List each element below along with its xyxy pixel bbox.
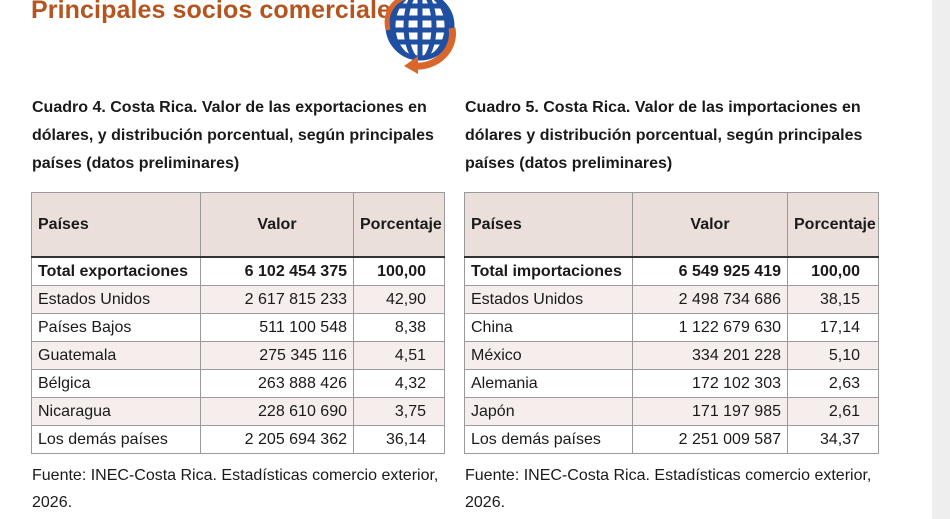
exports-caption: Cuadro 4. Costa Rica. Valor de las expor… [32,99,434,172]
column-header-value: Valor [632,192,788,258]
column-header-countries: Países [464,192,633,258]
column-header-percent: Porcentaje [787,192,879,258]
row-country: Países Bajos [31,313,201,342]
row-value: 2 498 734 686 [632,285,788,314]
row-percent: 8,38 [353,313,445,342]
table-row: China 1 122 679 630 17,14 [464,313,879,342]
table-row: Los demás países 2 205 694 362 36,14 [31,425,445,454]
row-value: 6 549 925 419 [632,256,788,286]
table-row: Guatemala 275 345 116 4,51 [31,341,445,370]
total-row: Total exportaciones 6 102 454 375 100,00 [31,256,445,286]
row-percent: 4,51 [353,341,445,370]
column-header-value: Valor [200,192,354,258]
row-value: 275 345 116 [200,341,354,370]
page-title: Principales socios comerciales [31,0,406,24]
imports-source-note: Fuente: INEC-Costa Rica. Estadísticas co… [465,467,872,511]
exports-table: Países Valor Porcentaje Total exportacio… [31,192,445,454]
row-value: 1 122 679 630 [632,313,788,342]
table-row: Japón 171 197 985 2,61 [464,397,879,426]
row-value: 171 197 985 [632,397,788,426]
row-percent: 34,37 [787,425,879,454]
row-percent: 100,00 [787,256,879,286]
row-value: 6 102 454 375 [200,256,354,286]
row-country: Total exportaciones [31,256,201,286]
row-country: Los demás países [464,425,633,454]
globe-arrows-icon [384,0,456,74]
row-value: 2 205 694 362 [200,425,354,454]
row-percent: 4,32 [353,369,445,398]
row-country: Estados Unidos [31,285,201,314]
row-percent: 100,00 [353,256,445,286]
row-percent: 17,14 [787,313,879,342]
row-percent: 2,63 [787,369,879,398]
table-header-row: Países Valor Porcentaje [31,192,445,258]
table-row: México 334 201 228 5,10 [464,341,879,370]
imports-caption: Cuadro 5. Costa Rica. Valor de las impor… [465,99,863,172]
table-row: Los demás países 2 251 009 587 34,37 [464,425,879,454]
table-row: Bélgica 263 888 426 4,32 [31,369,445,398]
imports-table: Países Valor Porcentaje Total importacio… [464,192,879,454]
row-country: Estados Unidos [464,285,633,314]
row-value: 334 201 228 [632,341,788,370]
table-row: Estados Unidos 2 498 734 686 38,15 [464,285,879,314]
row-value: 2 617 815 233 [200,285,354,314]
row-country: Guatemala [31,341,201,370]
table-row: Alemania 172 102 303 2,63 [464,369,879,398]
row-percent: 3,75 [353,397,445,426]
total-row: Total importaciones 6 549 925 419 100,00 [464,256,879,286]
row-country: Bélgica [31,369,201,398]
row-value: 2 251 009 587 [632,425,788,454]
column-header-percent: Porcentaje [353,192,445,258]
row-percent: 5,10 [787,341,879,370]
row-percent: 2,61 [787,397,879,426]
column-header-countries: Países [31,192,201,258]
row-country: China [464,313,633,342]
row-country: Nicaragua [31,397,201,426]
table-header-row: Países Valor Porcentaje [464,192,879,258]
row-value: 263 888 426 [200,369,354,398]
row-country: México [464,341,633,370]
row-value: 228 610 690 [200,397,354,426]
row-country: Total importaciones [464,256,633,286]
row-value: 511 100 548 [200,313,354,342]
right-scroll-strip [932,0,950,519]
row-country: Alemania [464,369,633,398]
row-value: 172 102 303 [632,369,788,398]
table-row: Estados Unidos 2 617 815 233 42,90 [31,285,445,314]
row-country: Japón [464,397,633,426]
table-row: Nicaragua 228 610 690 3,75 [31,397,445,426]
row-percent: 36,14 [353,425,445,454]
row-country: Los demás países [31,425,201,454]
row-percent: 38,15 [787,285,879,314]
table-row: Países Bajos 511 100 548 8,38 [31,313,445,342]
row-percent: 42,90 [353,285,445,314]
exports-source-note: Fuente: INEC-Costa Rica. Estadísticas co… [32,467,439,511]
